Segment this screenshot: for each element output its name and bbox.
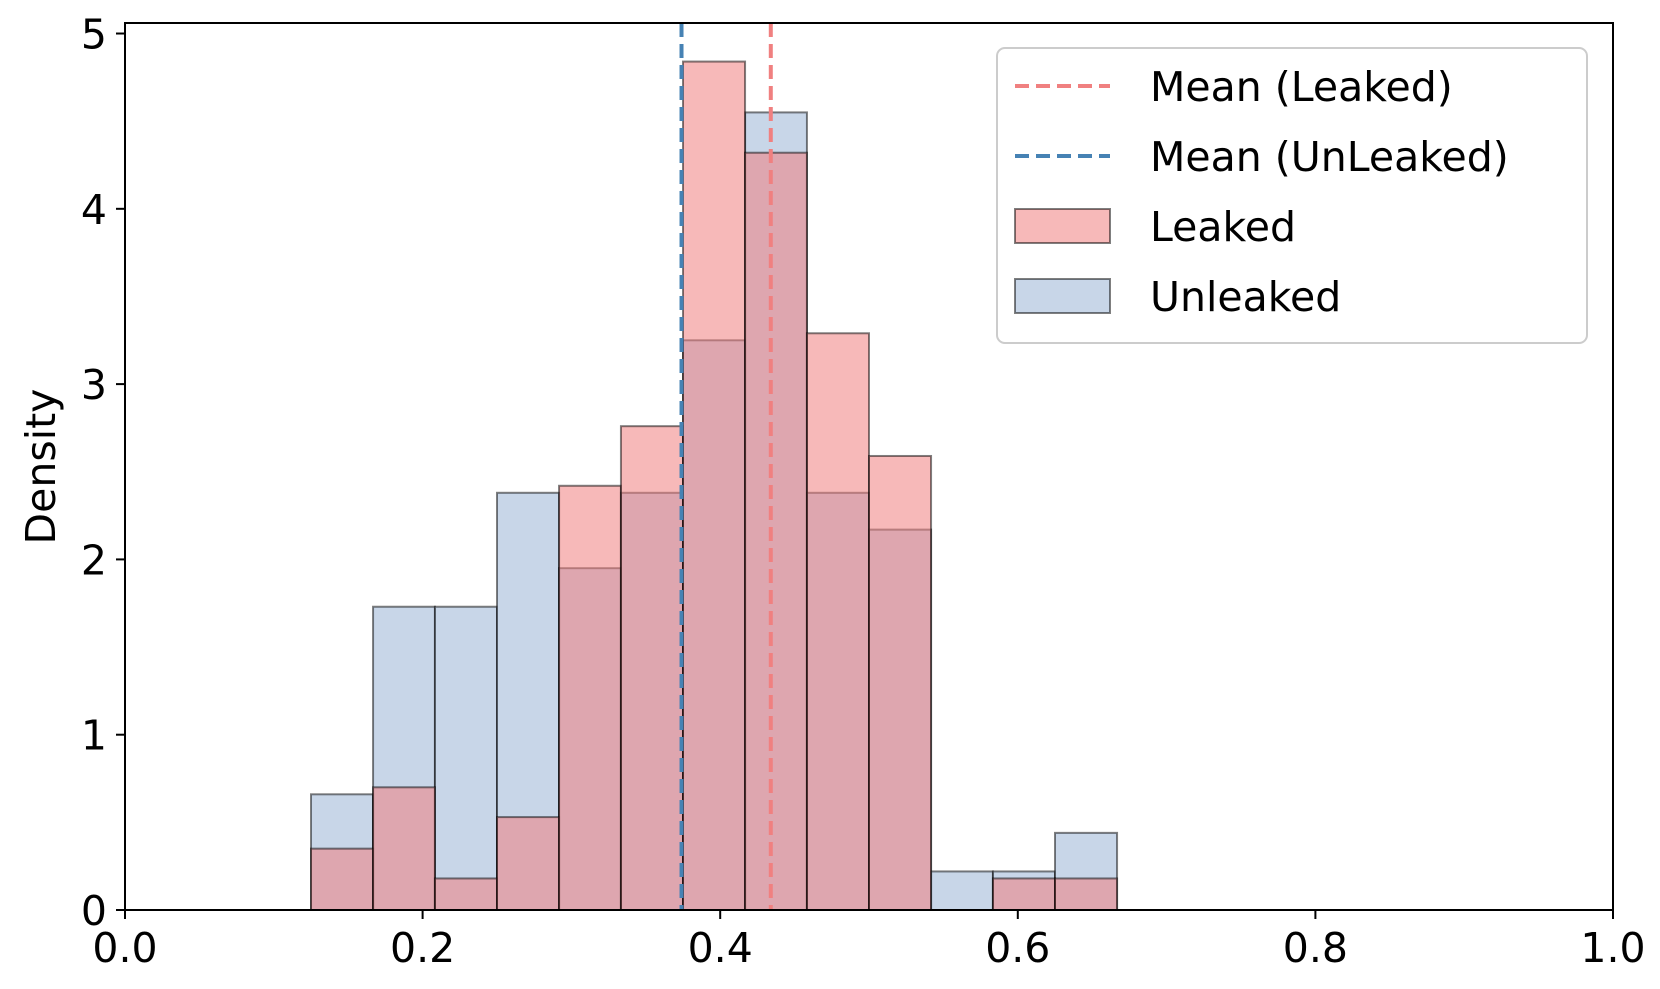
- legend-label-mean-leaked: Mean (Leaked): [1150, 63, 1453, 111]
- x-axis: 0.0 0.2 0.4 0.6 0.8 1.0: [92, 910, 1646, 972]
- leaked-bar-3: [496, 816, 561, 912]
- leaked-bar-11: [991, 877, 1056, 912]
- y-tick-label-5: 5: [81, 11, 107, 59]
- leaked-bar-4: [558, 484, 622, 911]
- legend-label-mean-unleaked: Mean (UnLeaked): [1150, 133, 1509, 181]
- y-axis: 0 1 2 3 4 5: [81, 11, 125, 935]
- legend-label-unleaked: Unleaked: [1150, 273, 1341, 321]
- y-axis-label: Density: [17, 389, 65, 545]
- legend-label-leaked: Leaked: [1150, 203, 1296, 251]
- leaked-bars: [310, 60, 1119, 912]
- y-tick-label-3: 3: [81, 361, 107, 409]
- x-tick-label-0: 0.0: [92, 924, 157, 972]
- unleaked-bar-10: [930, 870, 994, 911]
- plot-frame: [124, 22, 1614, 911]
- x-tick-label-3: 0.6: [985, 924, 1050, 972]
- y-tick-label-0: 0: [81, 887, 107, 935]
- y-tick-label-2: 2: [81, 536, 107, 584]
- x-tick-label-2: 0.4: [688, 924, 753, 972]
- leaked-bar-8: [805, 332, 870, 911]
- legend-swatch-unleaked: [1014, 278, 1111, 314]
- leaked-bar-9: [868, 454, 933, 911]
- leaked-bar-2: [433, 877, 499, 912]
- legend: Mean (Leaked) Mean (UnLeaked) Leaked Unleak…: [996, 47, 1588, 344]
- leaked-bar-5: [619, 425, 684, 911]
- y-tick-label-1: 1: [81, 712, 107, 760]
- leaked-bar-1: [372, 786, 436, 911]
- y-tick-label-4: 4: [81, 186, 107, 234]
- x-tick-label-1: 0.2: [390, 924, 455, 972]
- x-tick-label-4: 0.8: [1283, 924, 1348, 972]
- leaked-bar-6: [682, 60, 747, 911]
- legend-swatch-leaked: [1014, 208, 1111, 244]
- leaked-bar-12: [1054, 877, 1119, 912]
- unleaked-bar-2: [433, 605, 499, 912]
- mean-lines: [679, 23, 773, 910]
- leaked-bar-7: [744, 151, 808, 911]
- legend-box: [996, 47, 1588, 344]
- x-tick-label-5: 1.0: [1580, 924, 1645, 972]
- leaked-bar-0: [310, 847, 375, 911]
